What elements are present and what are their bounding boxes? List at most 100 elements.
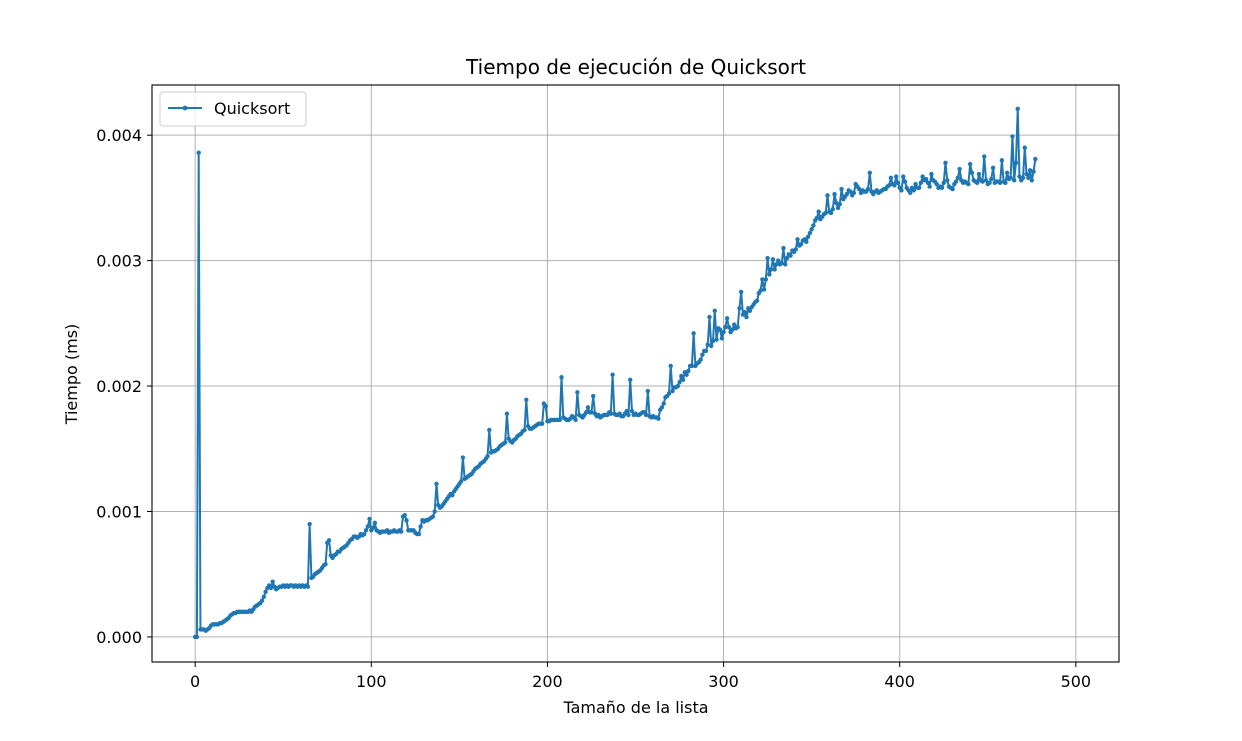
plot-area — [192, 106, 1038, 640]
data-point — [575, 390, 580, 395]
data-point — [726, 324, 732, 330]
x-tick-label: 400 — [884, 672, 915, 691]
data-point — [920, 174, 925, 179]
data-point — [893, 174, 899, 179]
data-point — [857, 186, 862, 192]
data-point — [557, 417, 562, 423]
data-point — [666, 391, 672, 396]
x-tick-label: 300 — [708, 672, 739, 691]
data-point — [1029, 178, 1035, 183]
data-point — [363, 528, 369, 533]
data-point — [305, 584, 311, 589]
data-point — [990, 165, 996, 170]
data-point — [788, 253, 793, 258]
data-point — [691, 331, 696, 336]
data-point — [761, 287, 767, 292]
data-point — [953, 179, 959, 184]
data-point — [610, 372, 615, 377]
data-point — [934, 181, 939, 187]
x-tick-label: 200 — [532, 672, 563, 691]
data-point — [670, 388, 675, 394]
data-point — [967, 161, 973, 167]
data-point — [502, 440, 508, 445]
data-point — [844, 191, 850, 197]
data-point — [677, 380, 682, 385]
data-point — [659, 405, 665, 410]
data-point — [923, 176, 929, 182]
data-point — [624, 408, 629, 414]
data-point — [793, 247, 798, 252]
data-point — [1033, 156, 1038, 162]
data-point — [402, 513, 407, 518]
x-tick-label: 100 — [356, 672, 387, 691]
data-point — [399, 529, 404, 534]
y-tick-label: 0.000 — [96, 628, 142, 647]
data-point — [362, 531, 367, 537]
data-point — [916, 185, 922, 191]
data-point — [698, 357, 703, 362]
data-point — [705, 342, 710, 347]
data-point — [1027, 168, 1033, 173]
ticks: 0 100 200 300 400 500 0.000 0.001 0.002 0.003 0.00… — [96, 126, 1091, 691]
data-point — [892, 183, 897, 188]
data-point — [1017, 174, 1022, 179]
data-point — [1013, 160, 1019, 165]
data-point — [943, 160, 948, 165]
y-tick-label: 0.004 — [96, 126, 142, 145]
data-point — [418, 524, 423, 529]
data-point — [661, 401, 666, 406]
data-point — [268, 585, 274, 591]
data-point — [1004, 170, 1010, 175]
data-point — [867, 170, 872, 175]
data-point — [969, 170, 975, 175]
data-point — [709, 343, 714, 349]
data-point — [902, 179, 908, 184]
data-point — [434, 481, 439, 487]
data-point — [628, 377, 633, 382]
data-point — [703, 348, 709, 354]
data-point — [784, 255, 790, 261]
data-point — [504, 411, 510, 416]
data-point — [834, 200, 839, 206]
data-point — [539, 421, 545, 426]
legend-label: Quicksort — [214, 99, 290, 118]
data-point — [805, 234, 811, 239]
data-point — [775, 258, 781, 263]
data-point — [927, 184, 932, 189]
data-point — [966, 181, 971, 187]
data-point — [798, 242, 804, 247]
axes-frame — [151, 84, 1120, 663]
grid — [152, 85, 1119, 662]
data-point — [837, 201, 843, 207]
data-point — [888, 175, 894, 181]
data-point — [811, 223, 816, 228]
data-point — [656, 416, 661, 421]
data-point — [259, 598, 265, 603]
data-point — [809, 227, 814, 232]
data-point — [679, 373, 684, 379]
data-point — [795, 237, 800, 242]
data-point — [758, 288, 763, 293]
data-point — [774, 262, 779, 267]
data-point — [689, 363, 695, 369]
data-point — [945, 178, 950, 183]
data-point — [365, 524, 370, 529]
data-point — [976, 171, 982, 177]
data-point — [957, 166, 962, 172]
x-tick-label: 500 — [1061, 672, 1092, 691]
data-point — [487, 427, 492, 433]
data-point — [629, 408, 635, 414]
data-point — [370, 525, 376, 530]
data-point — [983, 178, 989, 183]
data-point — [754, 298, 760, 303]
data-point — [686, 368, 691, 374]
data-point — [1026, 175, 1031, 181]
data-point — [804, 239, 809, 244]
data-point — [911, 188, 916, 193]
data-point — [1012, 178, 1017, 183]
data-point — [828, 210, 834, 216]
data-point — [929, 171, 934, 177]
data-point — [684, 372, 689, 377]
data-point — [901, 174, 906, 179]
